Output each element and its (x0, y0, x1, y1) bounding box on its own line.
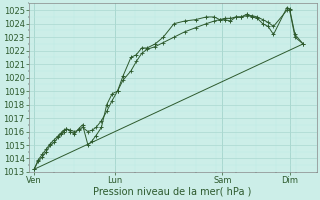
X-axis label: Pression niveau de la mer( hPa ): Pression niveau de la mer( hPa ) (93, 187, 252, 197)
